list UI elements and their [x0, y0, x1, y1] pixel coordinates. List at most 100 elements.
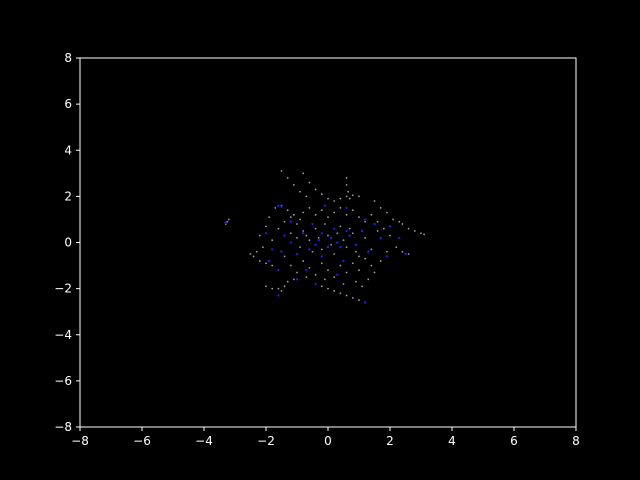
trail-point	[401, 250, 404, 253]
head-point	[336, 241, 339, 244]
y-tick-label: 4	[64, 143, 72, 157]
trail-point	[358, 195, 360, 198]
head-point	[277, 204, 280, 207]
trail-point	[283, 220, 286, 223]
y-axis: 8 6 4 2 0 −2 −4 −6 −8	[54, 51, 80, 434]
trail-point	[351, 232, 354, 235]
trail-point	[320, 248, 323, 251]
trail-point	[413, 230, 416, 232]
trail-point	[355, 250, 357, 253]
head-point	[385, 255, 389, 258]
trail-point	[249, 253, 252, 255]
trail-point	[379, 207, 382, 209]
plot-area	[80, 58, 576, 427]
trail-point	[333, 276, 336, 278]
trail-point	[345, 183, 348, 186]
trail-point	[277, 227, 280, 230]
head-point	[289, 241, 292, 244]
trail-point	[382, 227, 385, 230]
trail-point	[345, 246, 348, 249]
y-tick-label: −2	[54, 282, 72, 296]
trail-point	[333, 211, 336, 214]
trail-point	[226, 220, 229, 223]
head-point	[271, 248, 274, 251]
trail-point	[386, 211, 388, 214]
trail-point	[265, 225, 267, 228]
trail-point	[333, 290, 336, 292]
y-tick-label: −8	[54, 420, 72, 434]
y-tick-label: 0	[64, 236, 72, 250]
trail-point	[330, 243, 332, 246]
trail-point	[342, 239, 345, 242]
trail-point	[265, 285, 267, 288]
trail-point	[324, 278, 326, 281]
trail-point	[376, 230, 379, 232]
head-point	[267, 259, 271, 263]
trail-point	[324, 223, 326, 225]
x-tick-label: 0	[324, 434, 332, 448]
trail-point	[314, 188, 317, 191]
trail-point	[286, 209, 289, 212]
trail-point	[327, 197, 329, 200]
head-series	[224, 204, 407, 304]
trail-point	[327, 234, 329, 237]
trail-point	[305, 195, 308, 198]
x-tick-label: −2	[257, 434, 275, 448]
trail-point	[293, 213, 295, 216]
trail-point	[373, 271, 376, 274]
head-point	[345, 229, 348, 233]
trail-point	[395, 246, 398, 249]
trail-series	[224, 170, 425, 304]
trail-point	[333, 200, 336, 202]
head-point	[333, 227, 336, 230]
trail-point	[345, 213, 348, 216]
trail-point	[358, 216, 360, 219]
trail-point	[420, 232, 422, 235]
head-point	[314, 243, 317, 247]
head-point	[277, 268, 280, 272]
trail-point	[333, 253, 336, 255]
trail-point	[367, 278, 370, 281]
trail-point	[351, 209, 354, 212]
trail-point	[407, 253, 410, 255]
head-point	[289, 220, 292, 223]
head-point	[280, 205, 283, 208]
trail-point	[407, 227, 410, 230]
trail-point	[289, 216, 292, 219]
trail-point	[364, 220, 367, 223]
trail-point	[361, 285, 363, 288]
trail-point	[286, 280, 289, 283]
trail-point	[252, 255, 255, 258]
trail-point	[314, 227, 317, 230]
trail-point	[255, 250, 258, 253]
x-tick-label: −4	[195, 434, 213, 448]
trail-point	[351, 262, 354, 265]
head-point	[317, 238, 320, 242]
trail-point	[299, 218, 301, 221]
trail-point	[289, 232, 292, 235]
trail-point	[305, 276, 308, 278]
y-tick-label: 2	[64, 189, 72, 203]
trail-point	[271, 239, 274, 242]
head-point	[379, 236, 382, 240]
trail-point	[386, 250, 388, 253]
trail-point	[345, 294, 348, 297]
trail-point	[339, 292, 342, 295]
trail-point	[308, 239, 311, 242]
trail-point	[320, 285, 323, 288]
trail-point	[345, 195, 348, 198]
trail-point	[308, 207, 311, 209]
trail-point	[327, 287, 329, 290]
trail-point	[358, 299, 360, 302]
head-point	[305, 268, 308, 272]
trail-point	[389, 234, 391, 237]
trail-point	[370, 213, 373, 216]
head-point	[373, 222, 376, 226]
trail-point	[320, 193, 323, 195]
head-point	[326, 245, 330, 249]
trail-point	[265, 262, 267, 265]
trail-point	[320, 262, 323, 265]
x-tick-label: −8	[71, 434, 89, 448]
trail-point	[423, 233, 425, 236]
trail-point	[302, 172, 305, 175]
